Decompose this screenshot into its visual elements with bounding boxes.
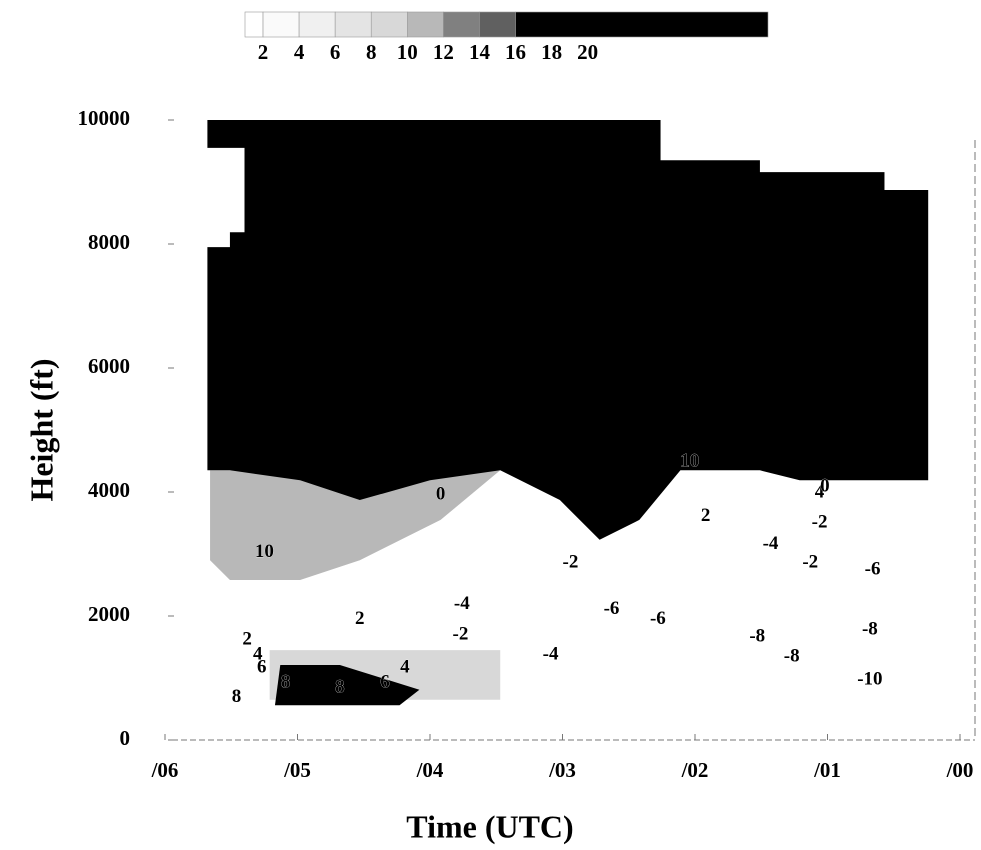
contour-label: -2 <box>812 511 828 532</box>
colorbar-tick-label: 4 <box>294 40 305 64</box>
contour-label: -8 <box>749 625 765 646</box>
colorbar-tick-label: 16 <box>505 40 526 64</box>
colorbar-band <box>334 11 372 38</box>
contour-label: 4 <box>253 643 263 664</box>
contour-label: 2 <box>355 608 365 629</box>
colorbar-band <box>262 11 300 38</box>
colorbar-band <box>244 11 264 38</box>
y-axis-title: Height (ft) <box>23 358 59 501</box>
x-tick-label: /03 <box>548 758 576 782</box>
x-tick-label: /01 <box>813 758 841 782</box>
colorbar-band <box>298 11 336 38</box>
x-tick-label: /05 <box>283 758 311 782</box>
contour-label: 8 <box>281 671 291 692</box>
colorbar-tick-label: 6 <box>330 40 341 64</box>
x-axis-title: Time (UTC) <box>406 808 573 844</box>
colorbar-tick-label: 20 <box>577 40 598 64</box>
colorbar-band <box>479 11 516 38</box>
contour-label: 6 <box>257 656 267 677</box>
y-tick-label: 0 <box>120 726 131 750</box>
contour-label: 10 <box>680 451 699 472</box>
plot-frame <box>172 140 976 741</box>
contour-label: 6 <box>380 671 390 692</box>
colorbar-tick-label: 12 <box>433 40 454 64</box>
contour-label: -8 <box>862 619 878 640</box>
y-tick-label: 10000 <box>78 106 131 130</box>
contour-label: -10 <box>857 668 882 689</box>
colorbar-tick-label: 2 <box>258 40 269 64</box>
contour-label: -4 <box>454 593 470 614</box>
y-tick-label: 8000 <box>88 230 130 254</box>
contour-label: -4 <box>543 643 559 664</box>
contour-label: 0 <box>820 475 830 496</box>
contour-label: 10 <box>255 541 274 562</box>
x-tick-label: /06 <box>151 758 179 782</box>
colorbar-tick-label: 14 <box>469 40 491 64</box>
y-tick-label: 4000 <box>88 478 130 502</box>
y-tick-label: 6000 <box>88 354 130 378</box>
contour-label: -6 <box>604 598 620 619</box>
shaded-region <box>274 664 420 706</box>
contour-label: -6 <box>865 558 881 579</box>
x-tick-label: /02 <box>681 758 709 782</box>
x-tick-label: /00 <box>946 758 974 782</box>
contour-label: -2 <box>563 552 579 573</box>
colorbar-tick-label: 18 <box>541 40 562 64</box>
contour-label: 8 <box>232 686 242 707</box>
x-tick-label: /04 <box>416 758 444 782</box>
shaded-region <box>207 120 929 540</box>
contour-label: 0 <box>436 483 446 504</box>
contour-label: -2 <box>453 624 469 645</box>
colorbar-band <box>515 11 769 38</box>
colorbar-band <box>443 11 480 38</box>
contour-label: -6 <box>650 608 666 629</box>
colorbar-tick-label: 10 <box>397 40 418 64</box>
contour-label: 4 <box>815 482 825 503</box>
contour-label: 8 <box>335 676 345 697</box>
colorbar-band <box>370 11 408 38</box>
contour-label: 2 <box>701 505 711 526</box>
colorbar-tick-label: 8 <box>366 40 377 64</box>
contour-label: 2 <box>242 629 252 650</box>
contour-label: -8 <box>784 645 800 666</box>
shaded-region <box>210 470 501 581</box>
contour-label: -2 <box>802 552 818 573</box>
y-tick-label: 2000 <box>88 602 130 626</box>
contour-label: 4 <box>400 656 410 677</box>
colorbar-band <box>407 11 444 38</box>
contour-label: -4 <box>763 533 779 554</box>
